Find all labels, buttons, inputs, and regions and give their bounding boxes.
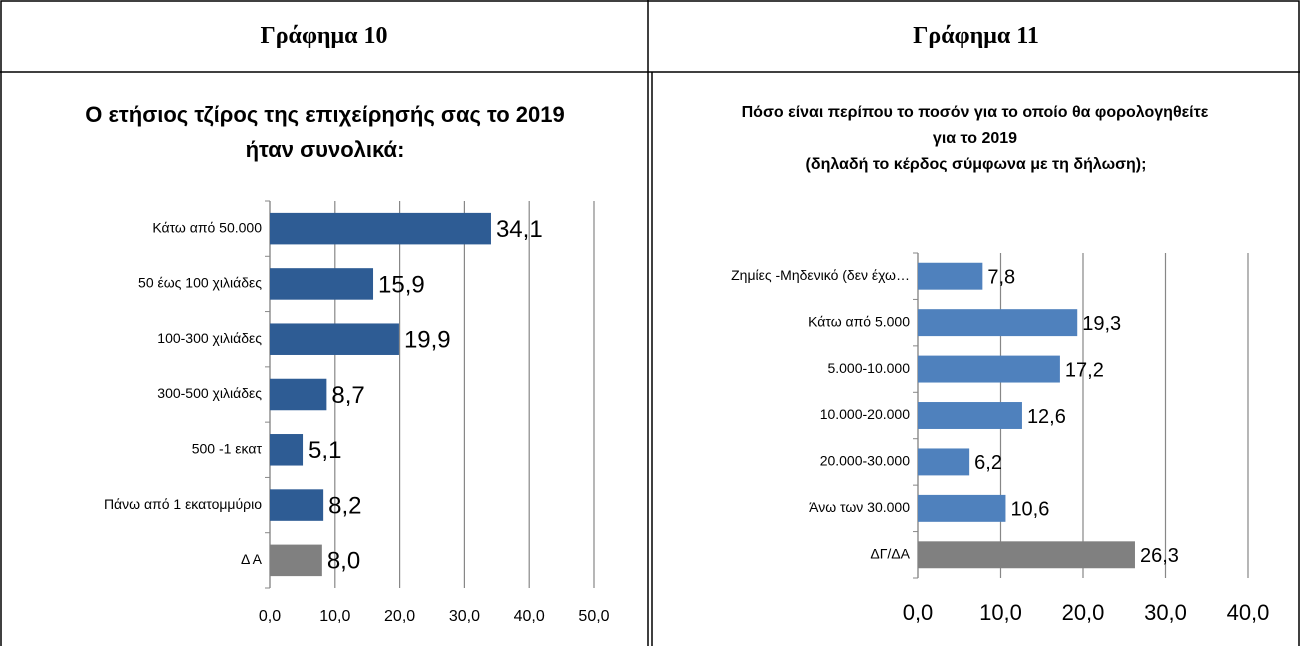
data-label: 6,2 [974, 452, 1002, 474]
y-tick-label: ΔΓ/ΔΑ [870, 545, 910, 561]
bar [918, 494, 1006, 522]
data-label: 5,1 [308, 437, 341, 464]
y-tick-label: 50 έως 100 χιλιάδες [138, 275, 262, 291]
bar [270, 544, 322, 577]
bar [270, 212, 491, 245]
data-label: 10,6 [1010, 499, 1049, 521]
bar [918, 262, 983, 290]
x-tick-label: 30,0 [449, 608, 480, 625]
data-label: 7,8 [987, 266, 1015, 288]
bar [918, 355, 1060, 383]
chart-subtitle: (δηλαδή το κέρδος σύμφωνα με τη δήλωση); [805, 156, 1147, 173]
chart-title: Ο ετήσιος τζίρος της επιχείρησής σας το … [85, 102, 565, 162]
y-tick-label: 5.000-10.000 [827, 360, 910, 376]
data-label: 19,9 [404, 327, 451, 354]
y-tick-label: 20.000-30.000 [820, 453, 911, 469]
bar [270, 434, 304, 466]
x-tick-label: 0,0 [903, 600, 934, 625]
y-tick-label: Δ Α [241, 551, 263, 567]
x-tick-label: 40,0 [1227, 600, 1270, 625]
bar [270, 489, 324, 521]
data-label: 19,3 [1082, 313, 1121, 335]
y-tick-label: Άνω των 30.000 [809, 499, 910, 515]
y-tick-label: Πάνω από 1 εκατομμύριο [104, 496, 262, 512]
x-tick-label: 20,0 [384, 608, 415, 625]
data-label: 8,0 [327, 548, 360, 575]
data-label: 8,2 [328, 492, 361, 519]
chart-title: Πόσο είναι περίπου το ποσόν για το οποίο… [741, 104, 1209, 147]
x-tick-label: 40,0 [514, 608, 545, 625]
x-tick-label: 10,0 [319, 608, 350, 625]
y-tick-label: Κάτω από 5.000 [808, 313, 910, 329]
data-label: 12,6 [1027, 406, 1066, 428]
bar [270, 378, 327, 411]
y-tick-label: Ζημίες -Μηδενικό (δεν έχω… [731, 267, 910, 283]
bar [918, 541, 1135, 569]
x-tick-label: 0,0 [259, 608, 281, 625]
bar [270, 323, 399, 355]
x-tick-label: 30,0 [1144, 600, 1187, 625]
y-tick-label: Κάτω από 50.000 [152, 219, 262, 235]
x-tick-label: 10,0 [979, 600, 1022, 625]
y-tick-label: 10.000-20.000 [820, 406, 911, 422]
y-tick-label: 100-300 χιλιάδες [157, 330, 262, 346]
bar [918, 448, 970, 476]
data-label: 26,3 [1140, 545, 1179, 567]
data-label: 8,7 [331, 382, 364, 409]
y-tick-label: 300-500 χιλιάδες [157, 385, 262, 401]
data-label: 15,9 [378, 271, 425, 298]
x-tick-label: 20,0 [1062, 600, 1105, 625]
bar [918, 309, 1078, 337]
bar [270, 268, 374, 300]
table-header: Γράφημα 10 [260, 23, 388, 49]
bar [918, 402, 1022, 429]
y-tick-label: 500 -1 εκατ [192, 440, 263, 456]
data-label: 34,1 [496, 216, 543, 243]
table-header: Γράφημα 11 [913, 23, 1039, 49]
data-label: 17,2 [1065, 359, 1104, 381]
x-tick-label: 50,0 [578, 608, 609, 625]
